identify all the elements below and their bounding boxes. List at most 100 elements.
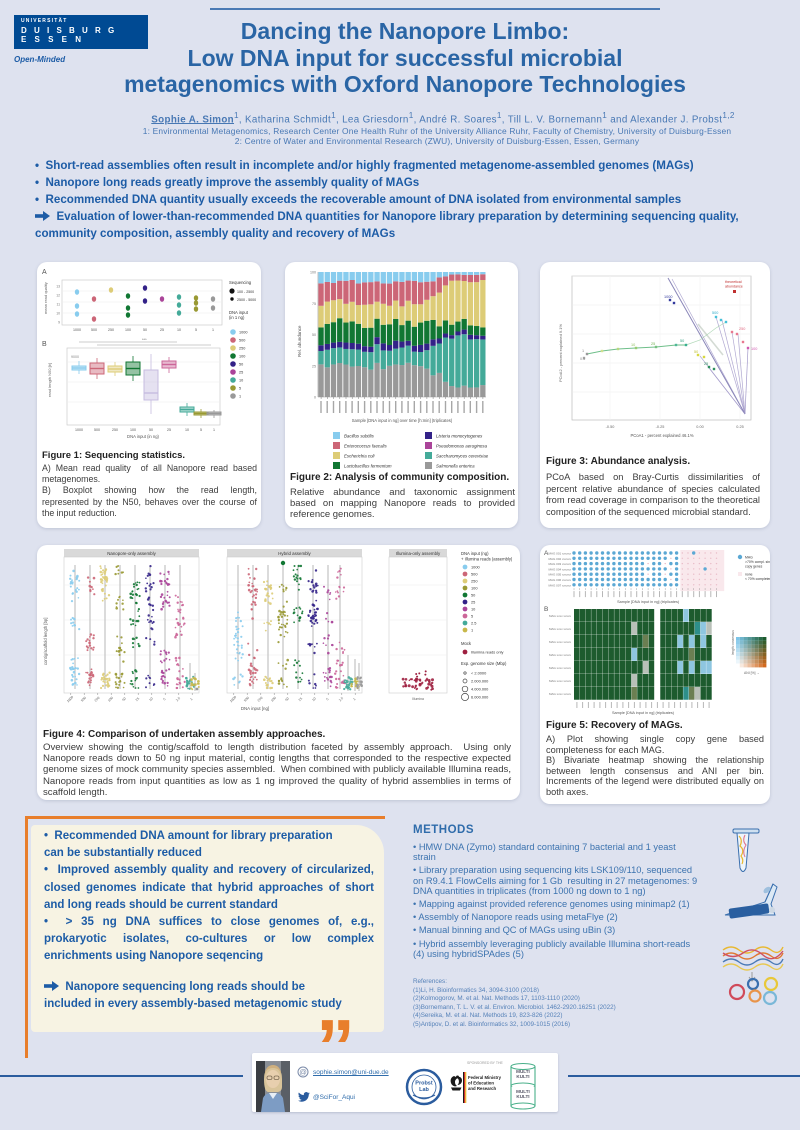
svg-text:0: 0 bbox=[314, 396, 316, 400]
svg-text:KULTI: KULTI bbox=[516, 1074, 529, 1079]
svg-text:75: 75 bbox=[312, 302, 316, 306]
svg-text:5: 5 bbox=[200, 428, 202, 432]
svg-text:Escherichia coli: Escherichia coli bbox=[344, 454, 376, 459]
svg-text:2.5: 2.5 bbox=[175, 696, 181, 702]
svg-text:length consensus: length consensus bbox=[731, 630, 735, 655]
svg-text:10: 10 bbox=[177, 328, 181, 332]
svg-text:MAG 002 xxxxxx: MAG 002 xxxxxx bbox=[548, 557, 571, 561]
svg-text:5: 5 bbox=[471, 614, 473, 619]
svg-text:A: A bbox=[544, 550, 549, 557]
svg-text:< 2.0000: < 2.0000 bbox=[471, 671, 487, 676]
svg-text:13: 13 bbox=[56, 285, 60, 289]
svg-text:5: 5 bbox=[239, 387, 241, 391]
svg-text:Saccharomyces cerevisiae: Saccharomyces cerevisiae bbox=[436, 454, 489, 459]
svg-text:MULTI: MULTI bbox=[516, 1089, 530, 1094]
svg-text:1000: 1000 bbox=[75, 428, 83, 432]
svg-text:DNA input (ng): DNA input (ng) bbox=[461, 551, 489, 556]
svg-text:25: 25 bbox=[651, 342, 655, 346]
svg-text:Lactobacillus fermentum: Lactobacillus fermentum bbox=[344, 464, 392, 469]
svg-text:read length N50 [b]: read length N50 [b] bbox=[47, 363, 52, 397]
svg-text:10: 10 bbox=[239, 379, 243, 383]
svg-text:DNA input [ng]: DNA input [ng] bbox=[241, 706, 269, 711]
svg-text:B: B bbox=[42, 341, 47, 348]
svg-text:Probst: Probst bbox=[415, 1081, 433, 1087]
svg-text:Mock: Mock bbox=[461, 641, 472, 646]
svg-text:and Research: and Research bbox=[468, 1086, 497, 1091]
svg-text:0.00: 0.00 bbox=[696, 425, 703, 429]
svg-text:100: 100 bbox=[107, 696, 114, 703]
svg-text:50: 50 bbox=[284, 696, 290, 702]
svg-text:MAG 001 xxxxxx: MAG 001 xxxxxx bbox=[548, 552, 571, 556]
svg-text:25: 25 bbox=[167, 428, 171, 432]
svg-text:10: 10 bbox=[631, 343, 635, 347]
svg-text:25: 25 bbox=[298, 696, 304, 702]
svg-text:DNA input: DNA input bbox=[229, 310, 249, 315]
svg-text:2.5: 2.5 bbox=[338, 696, 344, 702]
svg-text:100: 100 bbox=[130, 428, 136, 432]
svg-text:A: A bbox=[42, 269, 47, 276]
svg-text:MAG 003 xxxxxx: MAG 003 xxxxxx bbox=[548, 562, 571, 566]
svg-text:500: 500 bbox=[91, 328, 97, 332]
svg-text:PCoA2 - percent explained 9.1%: PCoA2 - percent explained 9.1% bbox=[558, 324, 563, 382]
svg-text:MAG: MAG bbox=[745, 556, 753, 560]
svg-text:500: 500 bbox=[80, 696, 87, 703]
svg-text:MAG xxxx xxxxx: MAG xxxx xxxxx bbox=[549, 640, 572, 644]
svg-text:Sample [DNA input in ng] (trip: Sample [DNA input in ng] (triplicates) bbox=[612, 711, 675, 715]
svg-text:25: 25 bbox=[160, 328, 164, 332]
svg-text:Salmonella enterica: Salmonella enterica bbox=[436, 464, 475, 469]
svg-text:Listeria monocytogenes: Listeria monocytogenes bbox=[436, 434, 483, 439]
svg-text:5: 5 bbox=[325, 697, 329, 701]
svg-text:theoretical: theoretical bbox=[725, 280, 742, 284]
svg-text:MAG 007 xxxxxx: MAG 007 xxxxxx bbox=[548, 583, 571, 587]
svg-text:9000: 9000 bbox=[71, 355, 79, 359]
svg-text:Sample [DNA input in ng] over: Sample [DNA input in ng] over time [h:mi… bbox=[352, 418, 453, 423]
svg-text:6.000.000: 6.000.000 bbox=[471, 695, 489, 700]
svg-text:0.25: 0.25 bbox=[736, 425, 743, 429]
svg-text:mean read quality: mean read quality bbox=[43, 282, 48, 314]
svg-text:MAG xxxx xxxxx: MAG xxxx xxxxx bbox=[549, 679, 572, 683]
svg-text:1000: 1000 bbox=[66, 695, 74, 703]
svg-text:500: 500 bbox=[712, 311, 718, 315]
svg-text:50: 50 bbox=[143, 328, 147, 332]
svg-text:25: 25 bbox=[135, 696, 141, 702]
svg-text:50: 50 bbox=[471, 593, 476, 598]
svg-text:+ Illumina reads (assembly): + Illumina reads (assembly) bbox=[461, 557, 513, 562]
svg-text:250: 250 bbox=[257, 696, 264, 703]
svg-text:100: 100 bbox=[471, 586, 478, 591]
svg-text:Illumina: Illumina bbox=[412, 697, 424, 701]
svg-text:50: 50 bbox=[121, 696, 127, 702]
svg-text:250: 250 bbox=[239, 347, 245, 351]
svg-text:(in 1 ng): (in 1 ng) bbox=[229, 315, 245, 320]
svg-text:250: 250 bbox=[108, 328, 114, 332]
svg-text:Exp. genome size (Mbp): Exp. genome size (Mbp) bbox=[461, 661, 507, 666]
svg-text:1000: 1000 bbox=[664, 295, 672, 299]
svg-text:250: 250 bbox=[739, 327, 745, 331]
svg-text:500: 500 bbox=[239, 339, 245, 343]
svg-text:100: 100 bbox=[270, 696, 277, 703]
svg-text:copy genes: copy genes bbox=[745, 565, 763, 569]
svg-text:Illumina reads only: Illumina reads only bbox=[471, 650, 503, 655]
svg-text:1: 1 bbox=[212, 328, 214, 332]
svg-text:1: 1 bbox=[471, 628, 473, 633]
svg-text:< 70% completeness: < 70% completeness bbox=[745, 577, 770, 581]
svg-text:PCoA1 - percent explained 46.1: PCoA1 - percent explained 46.1% bbox=[630, 433, 693, 438]
svg-text:1: 1 bbox=[582, 349, 584, 353]
svg-text:1000: 1000 bbox=[73, 328, 81, 332]
svg-text:5: 5 bbox=[195, 328, 197, 332]
svg-text:50: 50 bbox=[312, 333, 316, 337]
svg-text:10: 10 bbox=[185, 428, 189, 432]
svg-text:>70% compl. single: >70% compl. single bbox=[745, 560, 770, 564]
svg-text:50: 50 bbox=[239, 363, 243, 367]
svg-text:abundance: abundance bbox=[725, 285, 743, 289]
svg-text:-0.50: -0.50 bbox=[606, 425, 615, 429]
svg-text:MAG xxxx xxxxx: MAG xxxx xxxxx bbox=[549, 692, 572, 696]
svg-text:Bacillus subtilis: Bacillus subtilis bbox=[344, 434, 375, 439]
svg-text:1000: 1000 bbox=[471, 565, 480, 570]
svg-text:1: 1 bbox=[352, 697, 356, 701]
svg-text:0.5: 0.5 bbox=[580, 357, 585, 361]
svg-text:10: 10 bbox=[148, 696, 154, 702]
svg-text:5: 5 bbox=[162, 697, 166, 701]
svg-text:100: 100 bbox=[751, 347, 757, 351]
svg-text:contig/scaffold length [bp]: contig/scaffold length [bp] bbox=[43, 618, 48, 665]
svg-text:Hybrid assembly: Hybrid assembly bbox=[278, 551, 311, 556]
